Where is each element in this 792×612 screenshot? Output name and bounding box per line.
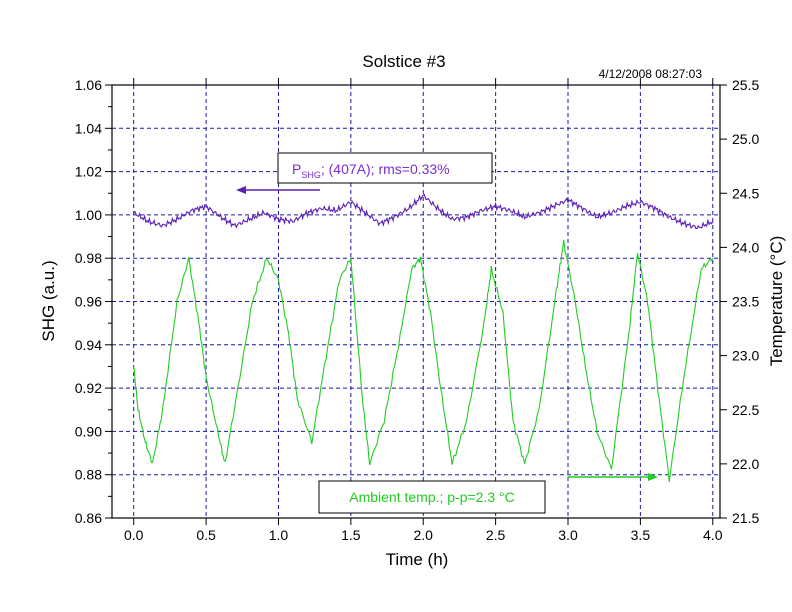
y-right-tick-label: 24.0: [732, 239, 759, 255]
legend-shg-arrow: [236, 186, 320, 194]
x-tick-label: 0.0: [124, 527, 144, 543]
legend-temp-arrow: [568, 473, 658, 481]
x-tick-label: 2.5: [486, 527, 506, 543]
series-line-shg: [133, 193, 714, 230]
y-left-tick-label: 1.06: [75, 77, 102, 93]
y-right-tick-label: 22.0: [732, 456, 759, 472]
temp-arrow-head: [648, 473, 658, 481]
x-tick-label: 0.5: [196, 527, 216, 543]
y-right-tick-label: 25.5: [732, 77, 759, 93]
y-left-tick-label: 0.96: [75, 294, 102, 310]
y-axis-right-label: Temperature (°C): [767, 236, 786, 367]
y-left-tick-label: 0.94: [75, 337, 102, 353]
y-left-tick-label: 0.98: [75, 250, 102, 266]
legend-shg-main: P: [292, 161, 301, 177]
x-tick-label: 3.5: [631, 527, 651, 543]
y-left-tick-label: 1.00: [75, 207, 102, 223]
legend-temp-text: Ambient temp.; p-p=2.3 °C: [349, 489, 515, 505]
x-tick-label: 1.5: [341, 527, 361, 543]
legend-shg-box: [277, 152, 493, 184]
y-right-tick-label: 24.5: [732, 185, 759, 201]
chart-timestamp: 4/12/2008 08:27:03: [599, 67, 703, 81]
y-right-tick-label: 21.5: [732, 510, 759, 526]
legend-temp-box: [318, 480, 546, 514]
x-tick-label: 4.0: [703, 527, 723, 543]
series-layer: [133, 193, 714, 483]
y-right-tick-label: 23.0: [732, 348, 759, 364]
chart-title: Solstice #3: [362, 52, 445, 71]
x-tick-label: 1.0: [269, 527, 289, 543]
y-left-tick-label: 0.90: [75, 423, 102, 439]
y-left-tick-label: 0.92: [75, 380, 102, 396]
y-right-tick-label: 25.0: [732, 131, 759, 147]
x-tick-label: 2.0: [414, 527, 434, 543]
legend-shg-rest: ; (407A); rms=0.33%: [321, 161, 450, 177]
series-line-temperature: [133, 239, 714, 483]
y-right-tick-label: 22.5: [732, 402, 759, 418]
legend-shg-text: PSHG; (407A); rms=0.33%: [292, 161, 450, 180]
ticks: [105, 78, 727, 525]
x-tick-label: 3.0: [558, 527, 578, 543]
shg-arrow-head: [236, 186, 246, 194]
legend-shg: PSHG; (407A); rms=0.33%: [277, 152, 493, 184]
y-left-tick-label: 1.04: [75, 120, 102, 136]
legend-shg-subscript: SHG: [301, 170, 321, 180]
y-left-tick-label: 0.86: [75, 510, 102, 526]
y-left-tick-label: 1.02: [75, 164, 102, 180]
x-axis-label: Time (h): [386, 550, 449, 569]
legend-temp: Ambient temp.; p-p=2.3 °C: [318, 480, 546, 514]
tick-labels: 0.0 0.5 1.0 1.5 2.0 2.5 3.0 3.5 4.0 0.86 0.88 0.90 0…: [75, 77, 760, 543]
y-axis-left-label: SHG (a.u.): [39, 260, 58, 341]
y-left-tick-label: 0.88: [75, 467, 102, 483]
y-right-tick-label: 23.5: [732, 294, 759, 310]
